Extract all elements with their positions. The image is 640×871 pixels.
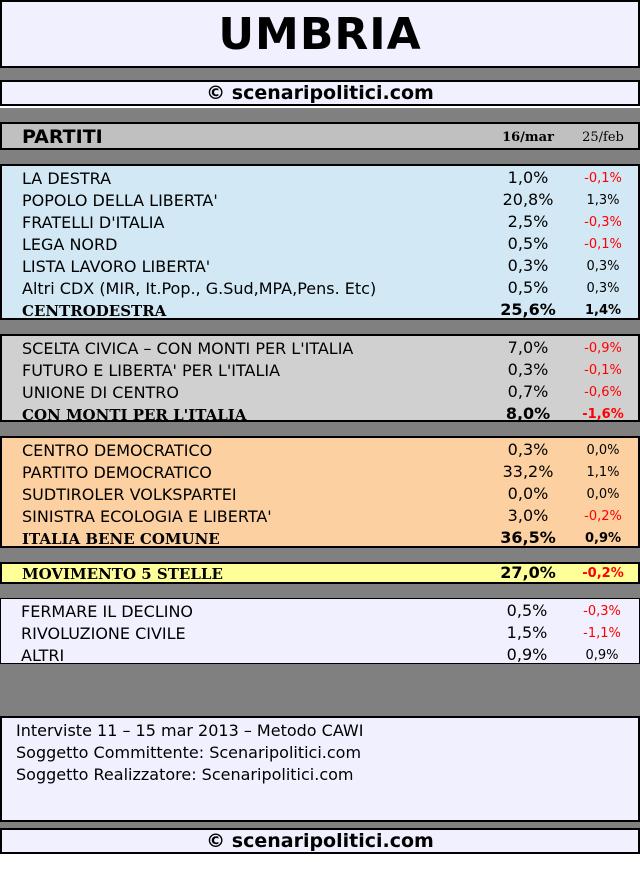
group-centrosinistra: CENTRO DEMOCRATICO 0,3% 0,0% PARTITO DEMOCR… xyxy=(0,436,640,548)
change-vs-previous: 0,9% xyxy=(584,531,622,546)
group-m5s: MOVIMENTO 5 STELLE 27,0% -0,2% xyxy=(0,562,640,584)
current-percentage: 25,6% xyxy=(500,300,556,319)
current-percentage: 0,3% xyxy=(507,360,549,379)
party-row: LEGA NORD 0,5% -0,1% xyxy=(2,233,638,255)
change-vs-previous: -0,3% xyxy=(584,215,622,230)
header-label: PARTITI xyxy=(22,126,103,148)
change-vs-previous: -1,6% xyxy=(582,407,624,422)
change-vs-previous: -0,3% xyxy=(583,604,621,619)
party-name: LISTA LAVORO LIBERTA' xyxy=(22,257,211,276)
change-vs-previous: -0,9% xyxy=(584,341,622,356)
copyright-banner-top: © scenaripolitici.com xyxy=(0,80,640,106)
copyright-banner-bottom: © scenaripolitici.com xyxy=(0,828,640,854)
party-name: CENTRODESTRA xyxy=(22,302,167,320)
party-name: FRATELLI D'ITALIA xyxy=(22,213,165,232)
change-vs-previous: -0,2% xyxy=(584,509,622,524)
party-name: ALTRI xyxy=(21,646,65,665)
party-row: FERMARE IL DECLINO 0,5% -0,3% xyxy=(1,600,639,622)
party-name: UNIONE DI CENTRO xyxy=(22,383,180,402)
change-vs-previous: 0,3% xyxy=(586,259,620,274)
party-row: SCELTA CIVICA – CON MONTI PER L'ITALIA 7,… xyxy=(2,337,638,359)
current-percentage: 0,5% xyxy=(507,278,549,297)
change-vs-previous: -0,1% xyxy=(584,237,622,252)
party-row: CENTRO DEMOCRATICO 0,3% 0,0% xyxy=(2,439,638,461)
group-total-row: MOVIMENTO 5 STELLE 27,0% -0,2% xyxy=(2,562,638,584)
party-name: FUTURO E LIBERTA' PER L'ITALIA xyxy=(22,361,281,380)
party-name: CON MONTI PER L'ITALIA xyxy=(22,406,247,424)
current-percentage: 27,0% xyxy=(500,563,556,582)
change-vs-previous: 1,4% xyxy=(584,303,622,318)
header-date-current: 16/mar xyxy=(502,130,554,145)
party-name: SINISTRA ECOLOGIA E LIBERTA' xyxy=(22,507,272,526)
group-centrodestra: LA DESTRA 1,0% -0,1% POPOLO DELLA LIBERTA' 2… xyxy=(0,164,640,320)
party-name: FERMARE IL DECLINO xyxy=(21,602,194,621)
page-title: UMBRIA xyxy=(0,0,640,68)
group-total-row: CON MONTI PER L'ITALIA 8,0% -1,6% xyxy=(2,403,638,425)
party-name: CENTRO DEMOCRATICO xyxy=(22,441,213,460)
change-vs-previous: -0,6% xyxy=(584,385,622,400)
party-row: PARTITO DEMOCRATICO 33,2% 1,1% xyxy=(2,461,638,483)
change-vs-previous: 0,0% xyxy=(586,443,620,458)
party-row: SUDTIROLER VOLKSPARTEI 0,0% 0,0% xyxy=(2,483,638,505)
change-vs-previous: 1,3% xyxy=(586,193,620,208)
current-percentage: 0,3% xyxy=(507,256,549,275)
current-percentage: 0,7% xyxy=(507,382,549,401)
party-name: MOVIMENTO 5 STELLE xyxy=(22,565,223,583)
party-row: FRATELLI D'ITALIA 2,5% -0,3% xyxy=(2,211,638,233)
change-vs-previous: -1,1% xyxy=(583,626,621,641)
group-total-row: CENTRODESTRA 25,6% 1,4% xyxy=(2,299,638,321)
party-row: SINISTRA ECOLOGIA E LIBERTA' 3,0% -0,2% xyxy=(2,505,638,527)
change-vs-previous: -0,1% xyxy=(584,363,622,378)
party-name: LEGA NORD xyxy=(22,235,118,254)
party-row: LA DESTRA 1,0% -0,1% xyxy=(2,167,638,189)
current-percentage: 0,3% xyxy=(507,440,549,459)
party-row: LISTA LAVORO LIBERTA' 0,3% 0,3% xyxy=(2,255,638,277)
footer-producer: Soggetto Realizzatore: Scenaripolitici.c… xyxy=(16,765,354,784)
current-percentage: 0,5% xyxy=(506,601,548,620)
current-percentage: 20,8% xyxy=(502,190,554,209)
party-row: FUTURO E LIBERTA' PER L'ITALIA 0,3% -0,1% xyxy=(2,359,638,381)
party-name: LA DESTRA xyxy=(22,169,112,188)
party-name: SCELTA CIVICA – CON MONTI PER L'ITALIA xyxy=(22,339,354,358)
current-percentage: 36,5% xyxy=(500,528,556,547)
group-monti: SCELTA CIVICA – CON MONTI PER L'ITALIA 7,… xyxy=(0,334,640,425)
party-name: SUDTIROLER VOLKSPARTEI xyxy=(22,485,237,504)
current-percentage: 0,0% xyxy=(507,484,549,503)
party-row: Altri CDX (MIR, It.Pop., G.Sud,MPA,Pens.… xyxy=(2,277,638,299)
current-percentage: 1,5% xyxy=(506,623,548,642)
table-header: PARTITI 16/mar 25/feb xyxy=(0,122,640,150)
party-name: PARTITO DEMOCRATICO xyxy=(22,463,212,482)
party-row: UNIONE DI CENTRO 0,7% -0,6% xyxy=(2,381,638,403)
party-name: POPOLO DELLA LIBERTA' xyxy=(22,191,218,210)
methodology-footer: Interviste 11 – 15 mar 2013 – Metodo CAW… xyxy=(0,716,640,822)
header-date-previous: 25/feb xyxy=(582,130,624,145)
change-vs-previous: 0,3% xyxy=(586,281,620,296)
party-name: RIVOLUZIONE CIVILE xyxy=(21,624,186,643)
current-percentage: 0,5% xyxy=(507,234,549,253)
party-name: ITALIA BENE COMUNE xyxy=(22,530,220,548)
change-vs-previous: -0,1% xyxy=(584,171,622,186)
change-vs-previous: 0,9% xyxy=(585,648,619,663)
party-name: Altri CDX (MIR, It.Pop., G.Sud,MPA,Pens.… xyxy=(22,279,377,298)
party-row: POPOLO DELLA LIBERTA' 20,8% 1,3% xyxy=(2,189,638,211)
current-percentage: 33,2% xyxy=(502,462,554,481)
current-percentage: 7,0% xyxy=(507,338,549,357)
party-row: ALTRI 0,9% 0,9% xyxy=(1,644,639,666)
change-vs-previous: 1,1% xyxy=(586,465,620,480)
current-percentage: 8,0% xyxy=(505,404,551,423)
party-row: RIVOLUZIONE CIVILE 1,5% -1,1% xyxy=(1,622,639,644)
change-vs-previous: -0,2% xyxy=(582,566,624,581)
current-percentage: 0,9% xyxy=(506,645,548,664)
footer-interviews: Interviste 11 – 15 mar 2013 – Metodo CAW… xyxy=(16,721,364,740)
current-percentage: 1,0% xyxy=(507,168,549,187)
group-altri: FERMARE IL DECLINO 0,5% -0,3% RIVOLUZIONE C… xyxy=(0,598,640,666)
current-percentage: 2,5% xyxy=(507,212,549,231)
current-percentage: 3,0% xyxy=(507,506,549,525)
change-vs-previous: 0,0% xyxy=(586,487,620,502)
footer-client: Soggetto Committente: Scenaripolitici.co… xyxy=(16,743,362,762)
group-total-row: ITALIA BENE COMUNE 36,5% 0,9% xyxy=(2,527,638,549)
